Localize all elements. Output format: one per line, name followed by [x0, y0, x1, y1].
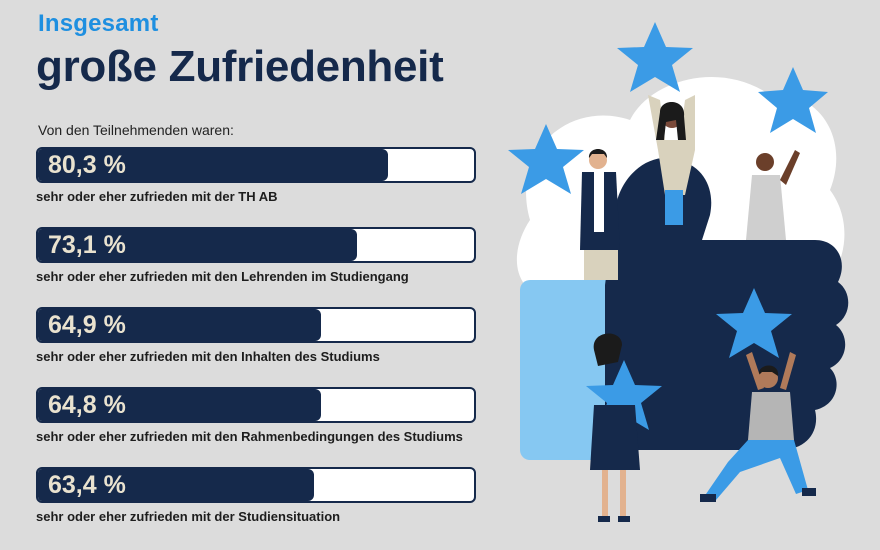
person-legs [620, 470, 626, 518]
bar-value-label: 80,3 % [48, 151, 126, 179]
person-legs [706, 440, 808, 500]
person-legs [602, 470, 608, 518]
person-figure [748, 392, 794, 440]
person-arm [746, 352, 764, 390]
person-arm [780, 352, 796, 390]
person-figure [590, 405, 640, 470]
person-hair [588, 149, 608, 158]
bar-track: 64,8 % [36, 387, 476, 423]
bar-category-label: sehr oder eher zufrieden mit den Inhalte… [36, 349, 380, 364]
bar-category-label: sehr oder eher zufrieden mit den Lehrend… [36, 269, 409, 284]
bar-value-label: 73,1 % [48, 231, 126, 259]
intro-text: Von den Teilnehmenden waren: [38, 122, 234, 138]
star-icon [758, 67, 828, 133]
bar-fill [38, 149, 389, 181]
bar-value-label: 63,4 % [48, 471, 126, 499]
bar-track: 63,4 % [36, 467, 476, 503]
bar-fill [38, 469, 315, 501]
bar-value-label: 64,9 % [48, 311, 126, 339]
thumb-cuff [520, 280, 615, 460]
bar-fill [38, 229, 357, 261]
person-shoe [802, 488, 816, 496]
person-head [756, 153, 774, 171]
bar-category-label: sehr oder eher zufrieden mit den Rahmenb… [36, 429, 463, 444]
star-icon [508, 124, 584, 194]
bar-group-rahmenbedingungen: 64,8 % sehr oder eher zufrieden mit den … [36, 387, 480, 444]
bar-value-label: 64,8 % [48, 391, 126, 419]
star-icon [716, 288, 792, 358]
person-figure [746, 175, 786, 240]
bar-group-th-ab: 80,3 % sehr oder eher zufrieden mit der … [36, 147, 480, 204]
person-arm [780, 150, 800, 185]
person-head [758, 368, 778, 388]
bar-category-label: sehr oder eher zufrieden mit der Studien… [36, 509, 341, 524]
bar-fill [38, 309, 321, 341]
bar-group-lehrende: 73,1 % sehr oder eher zufrieden mit den … [36, 227, 480, 284]
bar-category-label: sehr oder eher zufrieden mit der TH AB [36, 189, 278, 204]
person-hair [593, 333, 622, 366]
person-head [589, 151, 607, 169]
star-icon [617, 22, 693, 92]
bar-group-studiensituation: 63,4 % sehr oder eher zufrieden mit der … [36, 467, 480, 524]
person-shoe [598, 516, 610, 522]
person-shirt [594, 172, 604, 232]
person-hair [758, 365, 779, 376]
kicker: Insgesamt [38, 10, 159, 37]
person-legs [665, 190, 683, 225]
bar-fill [38, 389, 321, 421]
person-legs [584, 250, 618, 280]
bar-group-inhalte: 64,9 % sehr oder eher zufrieden mit den … [36, 307, 480, 364]
bar-track: 73,1 % [36, 227, 476, 263]
person-hair [656, 101, 686, 140]
thumbs-up-illustration [508, 22, 849, 522]
person-shoe [618, 516, 630, 522]
bar-track: 64,9 % [36, 307, 476, 343]
page-title: große Zufriedenheit [36, 42, 444, 91]
person-shoe [700, 494, 716, 502]
bar-track: 80,3 % [36, 147, 476, 183]
